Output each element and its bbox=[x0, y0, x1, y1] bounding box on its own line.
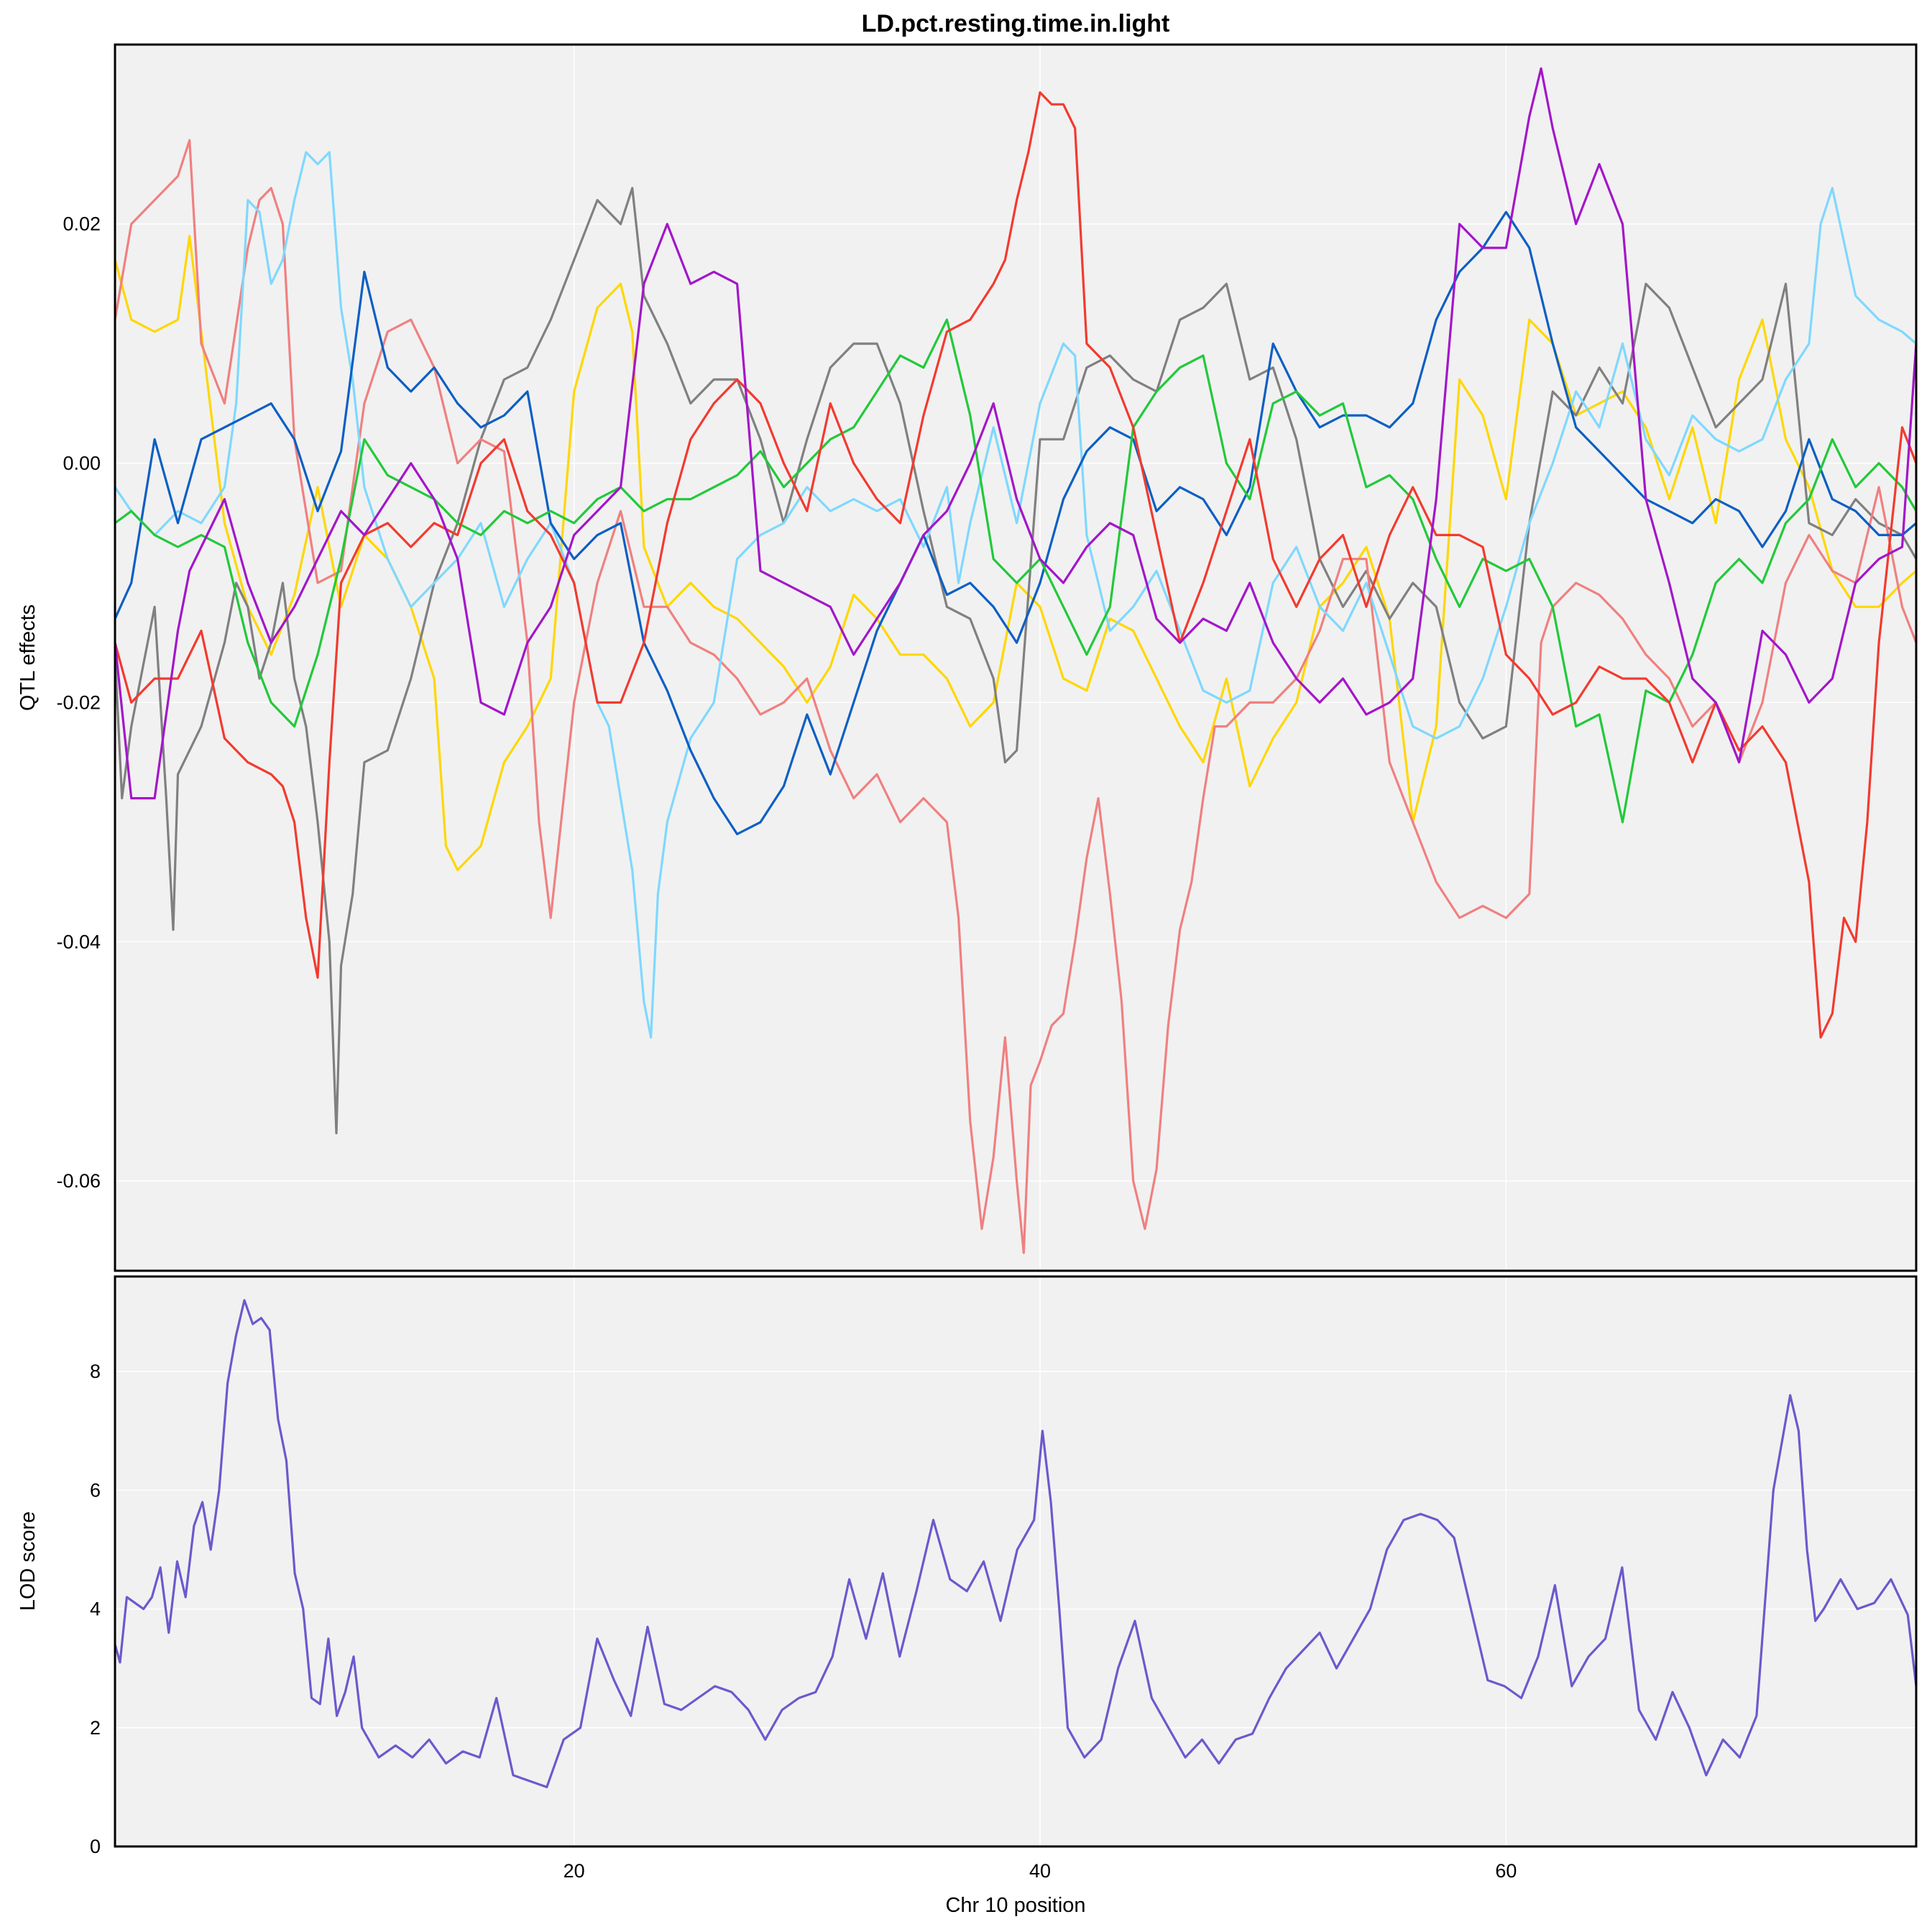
y-tick-label: 0 bbox=[90, 1836, 101, 1857]
effects-series-line-f bbox=[114, 318, 1918, 824]
y-tick-label: 4 bbox=[90, 1598, 101, 1620]
y-tick-label: 8 bbox=[90, 1361, 101, 1382]
y-tick-label: 0.00 bbox=[63, 453, 101, 474]
lod-plot-frame bbox=[114, 1275, 1918, 1848]
effects-series-line-g bbox=[114, 91, 1918, 1039]
effects-panel: 0.02 0.00 -0.02 -0.04 -0.06 QTL effects bbox=[17, 43, 1918, 1272]
effects-plot-frame bbox=[114, 43, 1918, 1272]
x-tick-labels: 20 40 60 bbox=[564, 1860, 1517, 1882]
effects-series-line-d bbox=[114, 151, 1918, 1039]
y-tick-label: 6 bbox=[90, 1479, 101, 1501]
effects-y-axis-title: QTL effects bbox=[17, 604, 40, 711]
y-tick-label: -0.04 bbox=[56, 931, 101, 952]
lod-series-group bbox=[114, 1299, 1918, 1788]
effects-series-group bbox=[114, 67, 1918, 1254]
y-tick-label: -0.02 bbox=[56, 691, 101, 713]
y-tick-label: 2 bbox=[90, 1717, 101, 1739]
chart-title: LD.pct.resting.time.in.light bbox=[862, 10, 1170, 37]
lod-y-tick-labels: 0 2 4 6 8 bbox=[90, 1361, 101, 1857]
y-tick-label: -0.06 bbox=[56, 1170, 101, 1192]
x-tick-label: 20 bbox=[564, 1860, 585, 1882]
x-tick-label: 40 bbox=[1029, 1860, 1051, 1882]
lod-y-axis-title: LOD score bbox=[17, 1512, 40, 1611]
lod-panel: 0 2 4 6 8 LOD score bbox=[17, 1275, 1918, 1857]
lod-series-line-lod bbox=[114, 1299, 1918, 1788]
effects-series-line-h bbox=[114, 67, 1918, 800]
effects-plot-background bbox=[115, 45, 1916, 1271]
effects-series-line-e bbox=[114, 211, 1918, 836]
x-tick-label: 60 bbox=[1495, 1860, 1517, 1882]
effects-y-tick-labels: 0.02 0.00 -0.02 -0.04 -0.06 bbox=[56, 213, 101, 1192]
x-axis-title: Chr 10 position bbox=[945, 1894, 1085, 1917]
y-tick-label: 0.02 bbox=[63, 213, 101, 235]
